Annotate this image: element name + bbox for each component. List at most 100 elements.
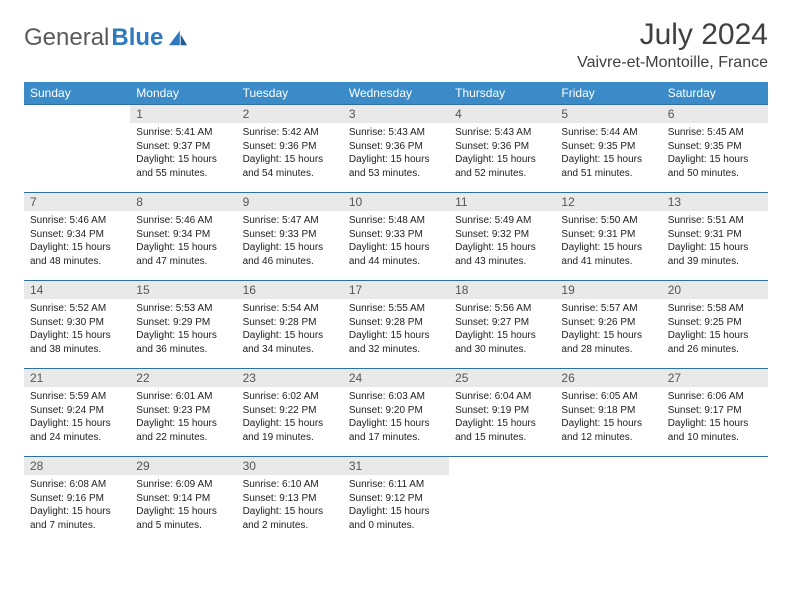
day-number: 8 (130, 193, 236, 211)
day-number: 16 (237, 281, 343, 299)
daylight-label: Daylight: (561, 330, 603, 341)
day-number: 22 (130, 369, 236, 387)
sunset-value: 9:14 PM (173, 493, 210, 504)
daylight-hours: 15 (391, 242, 402, 253)
calendar-body: 1Sunrise: 5:41 AMSunset: 9:37 PMDaylight… (24, 105, 768, 545)
day-details: Sunrise: 6:09 AMSunset: 9:14 PMDaylight:… (130, 475, 236, 538)
day-number: 30 (237, 457, 343, 475)
daylight-hours: 15 (497, 154, 508, 165)
day-number: 28 (24, 457, 130, 475)
day-details: Sunrise: 5:41 AMSunset: 9:37 PMDaylight:… (130, 123, 236, 186)
sunrise-value: 5:42 AM (282, 127, 319, 138)
daylight-hours: 15 (497, 242, 508, 253)
sunset-label: Sunset: (136, 493, 173, 504)
day-details: Sunrise: 6:03 AMSunset: 9:20 PMDaylight:… (343, 387, 449, 450)
daylight-hours: 15 (709, 418, 720, 429)
sunrise-value: 5:51 AM (707, 215, 744, 226)
day-details: Sunrise: 5:46 AMSunset: 9:34 PMDaylight:… (24, 211, 130, 274)
sunset-value: 9:22 PM (279, 405, 316, 416)
day-details: Sunrise: 6:10 AMSunset: 9:13 PMDaylight:… (237, 475, 343, 538)
sunrise-label: Sunrise: (243, 479, 282, 490)
month-title: July 2024 (577, 18, 768, 52)
weekday-row: SundayMondayTuesdayWednesdayThursdayFrid… (24, 82, 768, 105)
sunset-value: 9:31 PM (598, 229, 635, 240)
sunrise-label: Sunrise: (668, 215, 707, 226)
weekday-header: Monday (130, 82, 236, 105)
day-details: Sunrise: 5:48 AMSunset: 9:33 PMDaylight:… (343, 211, 449, 274)
day-details: Sunrise: 6:02 AMSunset: 9:22 PMDaylight:… (237, 387, 343, 450)
sunset-value: 9:34 PM (173, 229, 210, 240)
sunset-value: 9:36 PM (386, 141, 423, 152)
daylight-hours: 15 (709, 154, 720, 165)
sunrise-label: Sunrise: (668, 127, 707, 138)
daylight-label: Daylight: (243, 418, 285, 429)
sunrise-value: 6:08 AM (69, 479, 106, 490)
brand-part1: General (24, 24, 109, 52)
daylight-label: Daylight: (455, 418, 497, 429)
calendar-cell (24, 105, 130, 193)
calendar-cell: 10Sunrise: 5:48 AMSunset: 9:33 PMDayligh… (343, 193, 449, 281)
sunset-label: Sunset: (455, 405, 492, 416)
calendar-cell: 24Sunrise: 6:03 AMSunset: 9:20 PMDayligh… (343, 369, 449, 457)
day-details: Sunrise: 6:08 AMSunset: 9:16 PMDaylight:… (24, 475, 130, 538)
daylight-hours: 15 (178, 242, 189, 253)
calendar-week: 21Sunrise: 5:59 AMSunset: 9:24 PMDayligh… (24, 369, 768, 457)
sunrise-value: 6:11 AM (388, 479, 424, 490)
sunset-label: Sunset: (668, 141, 705, 152)
daylight-minutes: 22 (156, 432, 167, 443)
sunrise-label: Sunrise: (668, 303, 707, 314)
calendar-cell: 13Sunrise: 5:51 AMSunset: 9:31 PMDayligh… (662, 193, 768, 281)
sunrise-value: 6:02 AM (282, 391, 319, 402)
daylight-hours: 15 (709, 330, 720, 341)
day-number: 23 (237, 369, 343, 387)
day-number: 24 (343, 369, 449, 387)
day-details: Sunrise: 5:57 AMSunset: 9:26 PMDaylight:… (555, 299, 661, 362)
day-details: Sunrise: 5:51 AMSunset: 9:31 PMDaylight:… (662, 211, 768, 274)
calendar-cell: 6Sunrise: 5:45 AMSunset: 9:35 PMDaylight… (662, 105, 768, 193)
daylight-hours: 15 (284, 418, 295, 429)
daylight-minutes: 39 (687, 256, 698, 267)
day-number: 21 (24, 369, 130, 387)
sunrise-value: 6:09 AM (176, 479, 213, 490)
daylight-minutes: 34 (262, 344, 273, 355)
calendar-cell: 3Sunrise: 5:43 AMSunset: 9:36 PMDaylight… (343, 105, 449, 193)
daylight-hours: 15 (72, 242, 83, 253)
sunrise-value: 5:59 AM (69, 391, 106, 402)
day-details: Sunrise: 5:54 AMSunset: 9:28 PMDaylight:… (237, 299, 343, 362)
sunrise-label: Sunrise: (349, 479, 388, 490)
sunrise-value: 5:43 AM (388, 127, 425, 138)
sunset-value: 9:18 PM (598, 405, 635, 416)
daylight-hours: 15 (603, 154, 614, 165)
calendar-cell: 16Sunrise: 5:54 AMSunset: 9:28 PMDayligh… (237, 281, 343, 369)
day-number: 10 (343, 193, 449, 211)
sunrise-value: 5:43 AM (495, 127, 532, 138)
day-details: Sunrise: 6:04 AMSunset: 9:19 PMDaylight:… (449, 387, 555, 450)
sunrise-value: 6:10 AM (282, 479, 319, 490)
daylight-label: Daylight: (455, 330, 497, 341)
calendar-cell: 18Sunrise: 5:56 AMSunset: 9:27 PMDayligh… (449, 281, 555, 369)
day-details: Sunrise: 5:49 AMSunset: 9:32 PMDaylight:… (449, 211, 555, 274)
day-number: 5 (555, 105, 661, 123)
day-number: 19 (555, 281, 661, 299)
sunset-label: Sunset: (136, 229, 173, 240)
sunrise-label: Sunrise: (561, 391, 600, 402)
sunset-value: 9:24 PM (67, 405, 104, 416)
sunrise-label: Sunrise: (136, 215, 175, 226)
day-details: Sunrise: 5:47 AMSunset: 9:33 PMDaylight:… (237, 211, 343, 274)
calendar-week: 14Sunrise: 5:52 AMSunset: 9:30 PMDayligh… (24, 281, 768, 369)
daylight-hours: 15 (284, 242, 295, 253)
sunrise-label: Sunrise: (455, 303, 494, 314)
brand-part2: Blue (111, 24, 163, 52)
sunrise-value: 6:04 AM (495, 391, 532, 402)
day-number: 15 (130, 281, 236, 299)
calendar-cell: 12Sunrise: 5:50 AMSunset: 9:31 PMDayligh… (555, 193, 661, 281)
daylight-hours: 15 (284, 506, 295, 517)
sunset-value: 9:35 PM (704, 141, 741, 152)
sunrise-label: Sunrise: (30, 479, 69, 490)
daylight-label: Daylight: (136, 418, 178, 429)
day-number: 12 (555, 193, 661, 211)
daylight-label: Daylight: (561, 242, 603, 253)
sunset-label: Sunset: (30, 405, 67, 416)
sunset-label: Sunset: (349, 405, 386, 416)
day-number: 6 (662, 105, 768, 123)
